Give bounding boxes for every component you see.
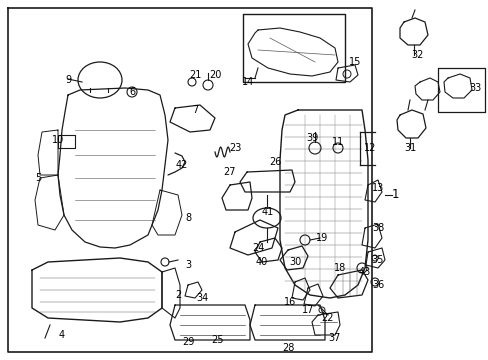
Text: 28: 28 — [281, 343, 294, 353]
Text: 38: 38 — [371, 223, 384, 233]
Text: 11: 11 — [331, 137, 344, 147]
Text: 30: 30 — [288, 257, 301, 267]
Text: 41: 41 — [262, 207, 274, 217]
Text: 12: 12 — [363, 143, 375, 153]
Text: 42: 42 — [176, 160, 188, 170]
Text: 9: 9 — [65, 75, 71, 85]
Text: 17: 17 — [301, 305, 314, 315]
Text: 37: 37 — [328, 333, 341, 343]
Text: 40: 40 — [255, 257, 267, 267]
Text: 19: 19 — [315, 233, 327, 243]
Text: 34: 34 — [196, 293, 208, 303]
Text: 3: 3 — [184, 260, 191, 270]
Text: 36: 36 — [371, 280, 384, 290]
Text: 29: 29 — [182, 337, 194, 347]
Text: 1: 1 — [390, 189, 398, 202]
Text: 13: 13 — [371, 183, 384, 193]
Text: 21: 21 — [188, 70, 201, 80]
Text: 6: 6 — [129, 87, 135, 97]
Text: 35: 35 — [371, 255, 384, 265]
Text: 31: 31 — [403, 143, 415, 153]
Text: 14: 14 — [242, 77, 254, 87]
Text: 2: 2 — [175, 290, 181, 300]
Text: 43: 43 — [358, 267, 370, 277]
Text: 16: 16 — [284, 297, 296, 307]
Text: 5: 5 — [35, 173, 41, 183]
Text: 7: 7 — [191, 105, 198, 115]
Text: 8: 8 — [184, 213, 191, 223]
Text: 27: 27 — [224, 167, 236, 177]
Text: 22: 22 — [321, 313, 334, 323]
Text: 25: 25 — [211, 335, 224, 345]
Text: 15: 15 — [348, 57, 361, 67]
Text: 26: 26 — [268, 157, 281, 167]
Text: 33: 33 — [468, 83, 480, 93]
Text: 10: 10 — [52, 135, 64, 145]
Text: 32: 32 — [411, 50, 423, 60]
Text: 20: 20 — [208, 70, 221, 80]
Text: 23: 23 — [228, 143, 241, 153]
Text: 18: 18 — [333, 263, 346, 273]
Text: 4: 4 — [59, 330, 65, 340]
Text: 39: 39 — [305, 133, 318, 143]
Text: 24: 24 — [251, 243, 264, 253]
